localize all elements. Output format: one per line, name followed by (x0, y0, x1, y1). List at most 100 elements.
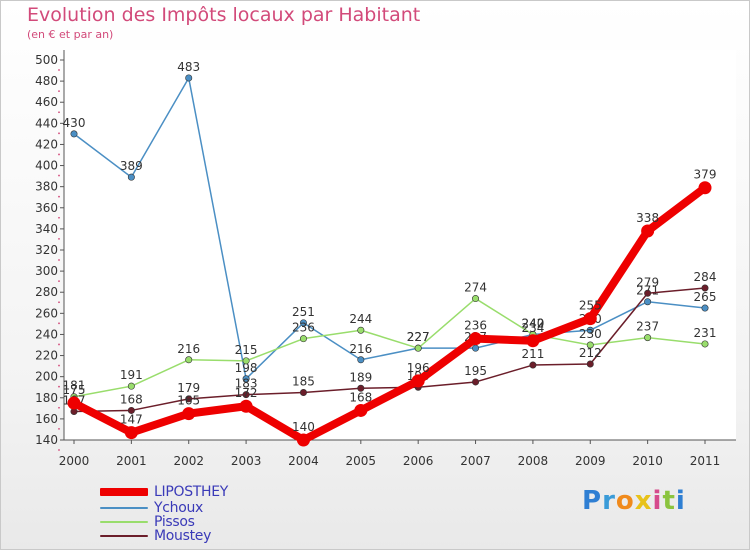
y-minor-dot (58, 364, 60, 367)
chart-title: Evolution des Impôts locaux par Habitant (27, 4, 421, 26)
data-point-ychoux (701, 304, 709, 312)
data-label-pissos: 215 (235, 343, 258, 357)
data-point-moustey (644, 289, 652, 297)
x-tick-label: 2001 (116, 454, 147, 468)
data-label-pissos: 227 (407, 330, 430, 344)
y-tick-label: 260 (35, 306, 58, 320)
y-tick-label: 140 (35, 433, 58, 447)
data-point-moustey (586, 360, 594, 368)
data-point-pissos (472, 295, 480, 303)
data-label-ychoux: 216 (349, 342, 372, 356)
data-label-pissos: 242 (521, 316, 544, 330)
data-label-ychoux: 389 (120, 159, 143, 173)
y-tick-label: 200 (35, 370, 58, 384)
y-minor-dot (58, 301, 60, 304)
data-label-moustey: 279 (636, 275, 659, 289)
x-tick-label: 2011 (690, 454, 721, 468)
series-line-liposthey (70, 183, 709, 444)
x-tick-label: 2010 (632, 454, 663, 468)
data-point-liposthey (124, 426, 138, 440)
y-minor-dot (58, 280, 60, 283)
data-label-liposthey: 255 (579, 299, 602, 313)
data-label-ychoux: 251 (292, 305, 315, 319)
data-label-pissos: 244 (349, 312, 372, 326)
legend-item-liposthey: LIPOSTHEY (100, 484, 228, 500)
data-point-liposthey (182, 407, 196, 421)
data-label-pissos: 181 (63, 379, 86, 393)
legend-swatch-liposthey (100, 488, 148, 496)
data-label-moustey: 212 (579, 346, 602, 360)
data-label-liposthey: 140 (292, 420, 315, 434)
data-point-liposthey (354, 403, 368, 417)
y-tick-label: 280 (35, 285, 58, 299)
y-tick-label: 460 (35, 95, 58, 109)
y-tick-label: 340 (35, 222, 58, 236)
series-line-ychoux (73, 77, 706, 380)
x-tick-label: 2009 (575, 454, 606, 468)
data-label-liposthey: 172 (235, 386, 258, 400)
data-label-ychoux: 483 (177, 60, 200, 74)
legend-swatch-pissos (100, 521, 148, 523)
x-tick-label: 2004 (288, 454, 319, 468)
data-label-liposthey: 168 (349, 390, 372, 404)
data-label-pissos: 237 (636, 320, 659, 334)
data-point-ychoux (644, 298, 652, 306)
data-point-ychoux (70, 130, 78, 138)
logo-letter: P (582, 486, 603, 516)
data-point-liposthey (411, 374, 425, 388)
data-label-pissos: 231 (694, 326, 717, 340)
legend-swatch-moustey (100, 535, 148, 537)
x-tick-label: 2002 (173, 454, 204, 468)
series-line-moustey (73, 287, 706, 413)
data-point-liposthey (641, 224, 655, 238)
data-point-ychoux (586, 326, 594, 334)
data-label-ychoux: 227 (407, 330, 430, 344)
y-tick-label: 300 (35, 264, 58, 278)
data-point-pissos (127, 382, 135, 390)
y-minor-dot (58, 322, 60, 325)
y-tick-label: 400 (35, 159, 58, 173)
legend-label-pissos: Pissos (154, 514, 195, 530)
data-label-ychoux: 198 (235, 361, 258, 375)
legend-label-moustey: Moustey (154, 528, 212, 544)
data-label-moustey: 284 (694, 270, 717, 284)
data-point-liposthey (239, 399, 253, 413)
y-tick-label: 500 (35, 53, 58, 67)
y-minor-dot (58, 237, 60, 240)
data-label-liposthey: 175 (63, 383, 86, 397)
y-minor-dot (58, 385, 60, 388)
y-minor-dot (58, 427, 60, 430)
data-point-ychoux (299, 319, 307, 327)
data-point-pissos (644, 334, 652, 342)
data-point-pissos (357, 326, 365, 334)
data-point-ychoux (127, 173, 135, 181)
data-point-moustey (357, 384, 365, 392)
x-tick-label: 2000 (59, 454, 90, 468)
y-minor-dot (58, 111, 60, 114)
legend-item-moustey: Moustey (100, 528, 211, 544)
y-minor-dot (58, 195, 60, 198)
data-point-pissos (299, 335, 307, 343)
x-tick-label: 2006 (403, 454, 434, 468)
data-label-liposthey: 196 (407, 361, 430, 375)
data-point-ychoux (185, 74, 193, 82)
data-label-ychoux: 265 (694, 290, 717, 304)
x-tick-label: 2003 (231, 454, 262, 468)
legend-item-ychoux: Ychoux (100, 500, 203, 516)
y-tick-label: 240 (35, 327, 58, 341)
y-minor-dot (58, 174, 60, 177)
data-point-pissos (414, 344, 422, 352)
plot-area (64, 50, 736, 440)
data-point-moustey (472, 378, 480, 386)
y-minor-dot (58, 132, 60, 135)
data-label-liposthey: 165 (177, 394, 200, 408)
data-point-pissos (701, 340, 709, 348)
data-label-ychoux: 430 (63, 116, 86, 130)
y-tick-label: 480 (35, 74, 58, 88)
data-point-pissos (242, 357, 250, 365)
y-tick-label: 160 (35, 412, 58, 426)
data-point-pissos (185, 356, 193, 364)
data-label-liposthey: 379 (694, 168, 717, 182)
data-point-liposthey (296, 433, 310, 447)
